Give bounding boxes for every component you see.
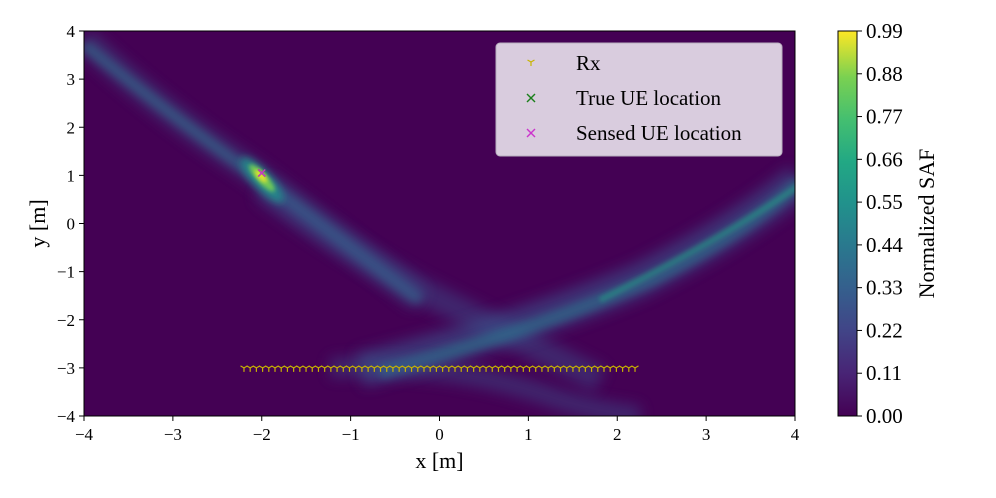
y-tick-label: 2 xyxy=(67,118,76,137)
y-tick-label: −1 xyxy=(57,263,75,282)
legend-rx-icon xyxy=(527,59,535,66)
colorbar-tick-label: 0.77 xyxy=(866,105,903,129)
legend-x-icon xyxy=(526,128,536,138)
colorbar-gradient xyxy=(837,30,858,417)
legend-label: True UE location xyxy=(576,86,722,110)
x-tick-label: −3 xyxy=(164,425,182,444)
y-axis-label: y [m] xyxy=(25,199,50,247)
y-tick-label: −4 xyxy=(57,407,76,426)
x-tick-label: 4 xyxy=(791,425,800,444)
x-tick-label: −2 xyxy=(253,425,271,444)
legend-entry-rx: Rx xyxy=(527,51,601,75)
x-tick-label: −1 xyxy=(342,425,360,444)
x-tick-label: 3 xyxy=(702,425,711,444)
colorbar-tick-label: 0.66 xyxy=(866,147,903,171)
colorbar-axis: 0.00 0.11 0.22 0.33 0.44 0.55 0.66 0.77 0.88 0.99 xyxy=(857,19,903,428)
colorbar-tick-label: 0.44 xyxy=(866,233,903,257)
sensed-ue-marker xyxy=(257,168,266,177)
colorbar-tick-label: 0.33 xyxy=(866,276,903,300)
heatmap-texture xyxy=(84,31,795,416)
colorbar-tick-label: 0.00 xyxy=(866,404,903,428)
y-tick-label: 4 xyxy=(67,22,76,41)
x-tick-label: −4 xyxy=(75,425,94,444)
legend-label: Rx xyxy=(576,51,601,75)
x-axis: −4 −3 −2 −1 0 1 2 3 4 xyxy=(75,416,800,444)
legend-label: Sensed UE location xyxy=(576,121,742,145)
colorbar-tick-label: 0.88 xyxy=(866,62,903,86)
y-tick-label: 0 xyxy=(67,215,76,234)
y-tick-label: −3 xyxy=(57,359,75,378)
legend: Rx True UE location Sensed UE location xyxy=(495,42,783,157)
markers-layer xyxy=(240,168,639,372)
x-tick-label: 0 xyxy=(435,425,444,444)
x-tick-label: 1 xyxy=(524,425,533,444)
colorbar-tick-label: 0.11 xyxy=(866,361,902,385)
rx-antenna-marker xyxy=(631,365,639,372)
colorbar-tick-label: 0.22 xyxy=(866,318,903,342)
legend-x-icon xyxy=(526,93,536,103)
legend-box xyxy=(495,42,783,157)
y-tick-label: −2 xyxy=(57,311,75,330)
x-axis-label: x [m] xyxy=(415,448,463,473)
legend-entry-sensed-ue-location: Sensed UE location xyxy=(526,121,742,145)
x-tick-label: 2 xyxy=(613,425,622,444)
colorbar-tick-label: 0.55 xyxy=(866,190,903,214)
colorbar-tick-label: 0.99 xyxy=(866,19,903,43)
colorbar: 0.00 0.11 0.22 0.33 0.44 0.55 0.66 0.77 0.88 0.99… xyxy=(837,19,939,428)
y-axis: −4 −3 −2 −1 0 1 2 3 4 xyxy=(57,22,84,426)
y-tick-label: 3 xyxy=(67,70,76,89)
colorbar-label: Normalized SAF xyxy=(914,149,939,299)
legend-entry-true-ue-location: True UE location xyxy=(526,86,722,110)
y-tick-label: 1 xyxy=(67,166,76,185)
